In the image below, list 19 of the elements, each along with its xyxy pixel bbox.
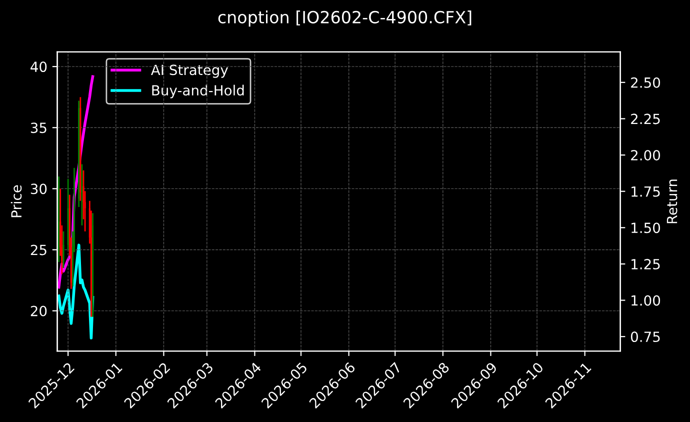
y2-axis-title: Return <box>666 180 678 224</box>
y2-tick-label: 2.50 <box>631 77 660 88</box>
legend-label: Buy-and-Hold <box>152 84 244 98</box>
y2-tick-label: 1.50 <box>632 222 660 234</box>
y-tick-label: 40 <box>30 62 47 72</box>
legend-label: AI Strategy <box>150 64 228 78</box>
y2-tick-label: 2.00 <box>631 150 660 160</box>
y2-tick-label: 0.75 <box>630 332 660 342</box>
y-tick-label: 30 <box>30 184 47 194</box>
y-tick-label: 35 <box>30 122 46 134</box>
y-tick-label: 20 <box>30 306 47 316</box>
y-axis-title: Price <box>10 185 22 218</box>
y2-tick-label: 1.25 <box>632 258 660 270</box>
chart-title: cnoption [IO2602-C-4900.CFX] <box>218 10 472 27</box>
y2-tick-label: 2.25 <box>631 114 660 124</box>
y2-tick-label: 1.00 <box>632 295 660 306</box>
y2-tick-label: 1.75 <box>632 186 660 197</box>
y-tick-label: 25 <box>30 244 46 256</box>
line-series <box>57 244 94 340</box>
